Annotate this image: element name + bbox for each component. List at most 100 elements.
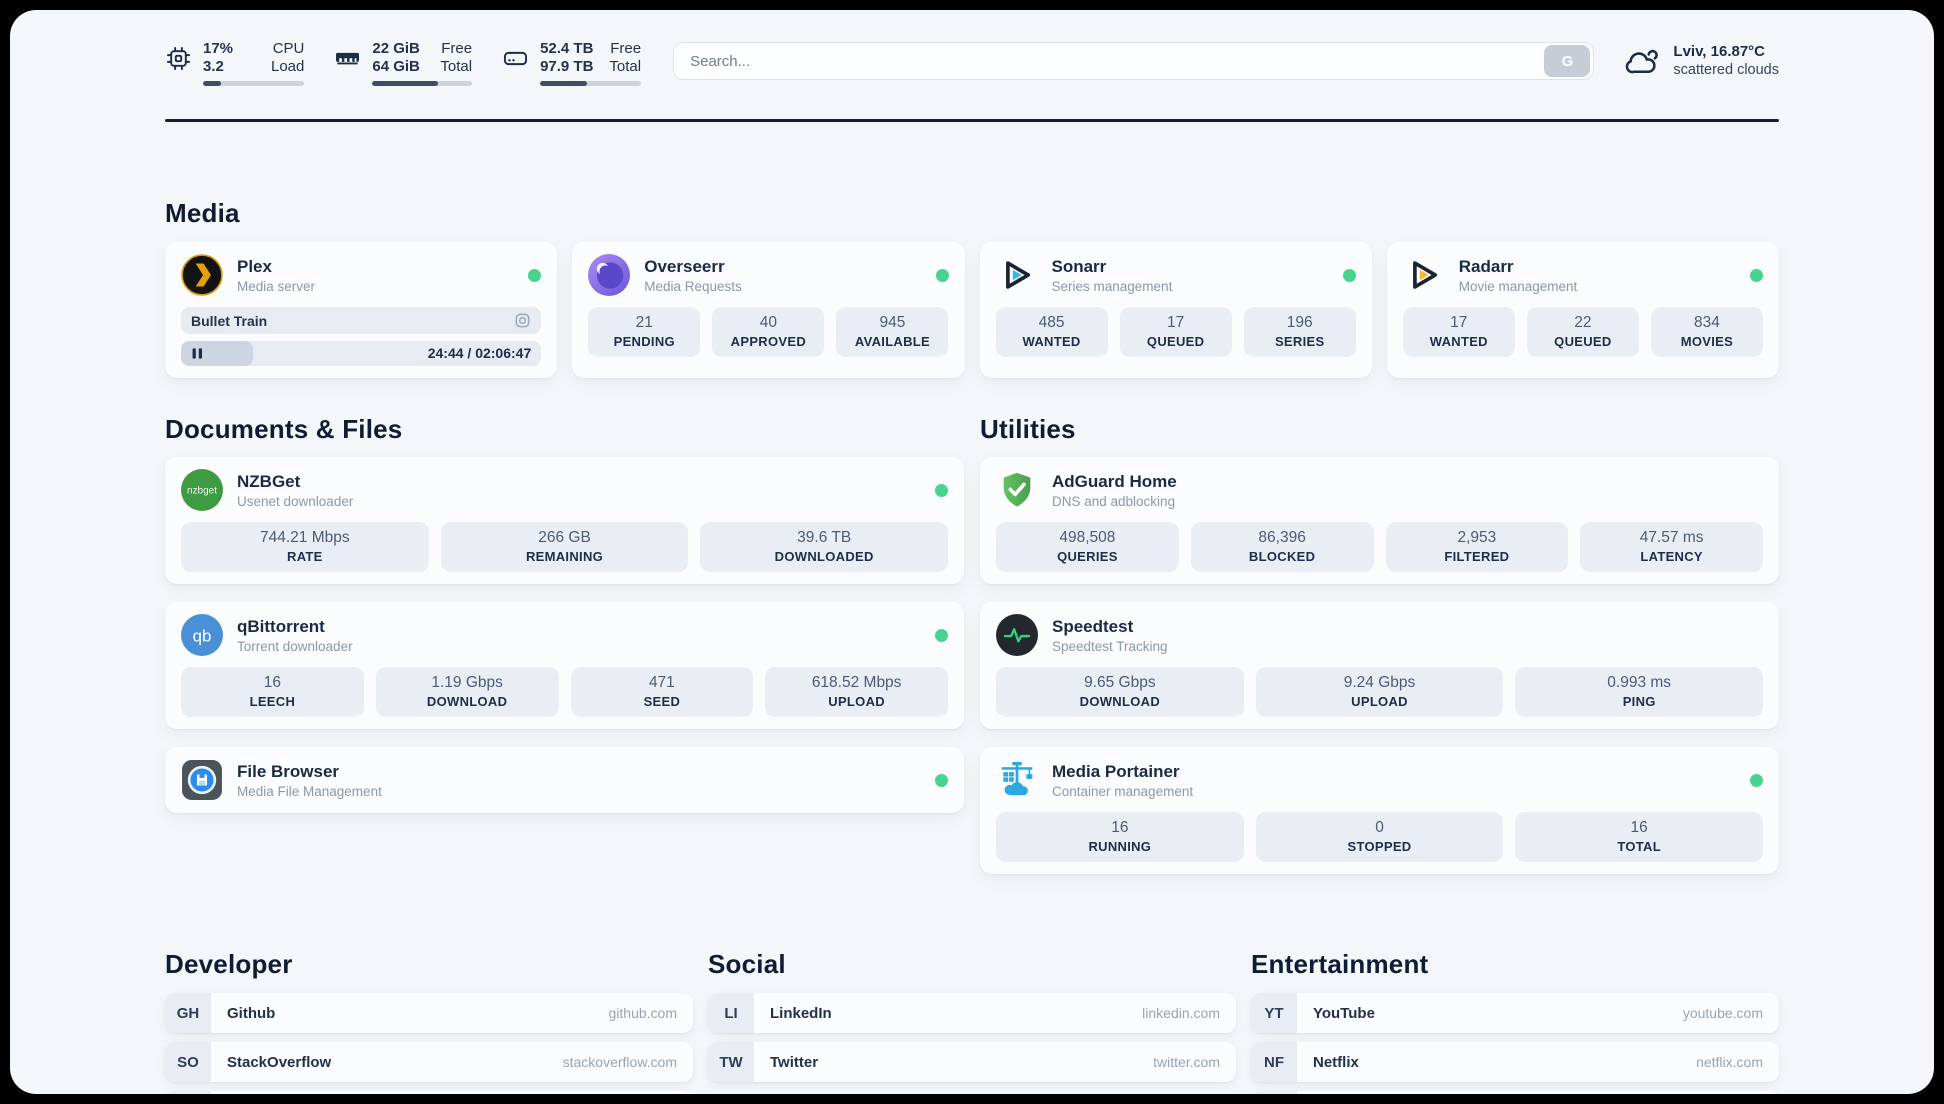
bookmark-twitter[interactable]: TW Twitter twitter.com xyxy=(708,1042,1236,1082)
disk-free-label: Free xyxy=(610,40,642,57)
bookmark-abbr: TW xyxy=(708,1042,754,1082)
service-name: Overseerr xyxy=(644,256,725,276)
service-card-sonarr[interactable]: Sonarr Series management 485 WANTED 17 Q… xyxy=(979,242,1372,378)
search-engine-button[interactable]: G xyxy=(1544,45,1591,77)
stat-box-series: 196 SERIES xyxy=(1243,307,1356,357)
media-type-icon xyxy=(514,312,531,329)
stat-box-approved: 40 APPROVED xyxy=(712,307,825,357)
stat-box-filtered: 2,953 FILTERED xyxy=(1385,522,1569,572)
cpu-load-label: Load xyxy=(271,58,305,75)
adguard-icon xyxy=(996,469,1038,511)
service-name: Speedtest xyxy=(1052,616,1134,636)
stat-box-movies: 834 MOVIES xyxy=(1650,307,1763,357)
disk-total-label: Total xyxy=(609,58,642,75)
filebrowser-icon xyxy=(181,759,223,801)
playback-time: 24:44 / 02:06:47 xyxy=(427,345,532,361)
bookmark-stackoverflow[interactable]: SO StackOverflow stackoverflow.com xyxy=(165,1042,693,1082)
cpu-progress-fill xyxy=(203,81,222,86)
service-card-adguard[interactable]: AdGuard Home DNS and adblocking 498,508 … xyxy=(980,457,1779,584)
disk-icon xyxy=(502,45,529,72)
qbittorrent-icon: qb xyxy=(181,614,223,656)
stat-box-queries: 498,508 QUERIES xyxy=(996,522,1179,572)
stat-box-ping: 0.993 ms PING xyxy=(1515,667,1764,717)
service-name: Media Portainer xyxy=(1052,761,1180,781)
cpu-load-value: 3.2 xyxy=(203,58,224,75)
service-card-qbittorrent[interactable]: qb qBittorrent Torrent downloader 16 LEE… xyxy=(165,602,964,729)
service-subtitle: Usenet downloader xyxy=(237,493,354,509)
bookmark-abbr: RE xyxy=(1251,1091,1297,1094)
bookmark-linkedin[interactable]: LI LinkedIn linkedin.com xyxy=(708,993,1236,1033)
disk-free-value: 52.4 TB xyxy=(540,40,594,57)
top-bar: 17% 3.2 CPU Load xyxy=(165,40,1779,86)
cloud-icon xyxy=(1624,42,1662,80)
stat-box-remaining: 266 GB REMAINING xyxy=(440,522,689,572)
bookmark-reddit[interactable]: RE Reddit reddit.com xyxy=(1251,1091,1779,1094)
bookmark-netflix[interactable]: NF Netflix netflix.com xyxy=(1251,1042,1779,1082)
status-dot xyxy=(1342,268,1356,282)
service-name: Sonarr xyxy=(1051,256,1107,276)
cpu-icon xyxy=(165,45,192,72)
pause-icon[interactable] xyxy=(190,346,205,361)
disk-progress-track xyxy=(540,81,642,86)
sonarr-icon xyxy=(996,254,1038,296)
stat-box-leech: 16 LEECH xyxy=(181,667,364,717)
cpu-label: CPU xyxy=(272,40,305,57)
bookmark-youtube[interactable]: YT YouTube youtube.com xyxy=(1251,993,1779,1033)
service-subtitle: Series management xyxy=(1051,278,1173,294)
stat-box-total: 16 TOTAL xyxy=(1515,812,1764,862)
service-card-plex[interactable]: Plex Media server Bullet Train xyxy=(165,242,558,378)
bookmark-abbr: YT xyxy=(1251,993,1297,1033)
service-card-portainer[interactable]: Media Portainer Container management 16 … xyxy=(980,747,1779,874)
service-card-filebrowser[interactable]: File Browser Media File Management xyxy=(165,747,964,813)
section-heading-developer: Developer xyxy=(165,949,293,979)
stat-box-queued: 22 QUEUED xyxy=(1526,307,1639,357)
bookmark-abbr: GH xyxy=(165,993,211,1033)
service-card-radarr[interactable]: Radarr Movie management 17 WANTED 22 QUE… xyxy=(1386,242,1779,378)
memory-icon xyxy=(334,45,361,72)
service-subtitle: Media Requests xyxy=(644,278,742,294)
stat-box-running: 16 RUNNING xyxy=(996,812,1244,862)
bookmark-abbr: NF xyxy=(1251,1042,1297,1082)
stat-box-available: 945 AVAILABLE xyxy=(836,307,949,357)
now-playing-row: Bullet Train xyxy=(181,307,542,334)
memory-total-label: Total xyxy=(440,58,473,75)
bookmark-github[interactable]: GH Github github.com xyxy=(165,993,693,1033)
status-dot xyxy=(1750,268,1763,282)
stat-box-rate: 744.21 Mbps RATE xyxy=(181,522,429,572)
bookmark-group-entertainment: Entertainment YT YouTube youtube.com NF … xyxy=(1251,949,1779,1094)
service-name: qBittorrent xyxy=(237,616,325,636)
memory-free-label: Free xyxy=(441,40,473,57)
weather-widget: Lviv, 16.87°C scattered clouds xyxy=(1624,42,1779,80)
service-name: NZBGet xyxy=(237,471,301,491)
stat-box-wanted: 17 WANTED xyxy=(1402,307,1515,357)
stat-box-stopped: 0 STOPPED xyxy=(1255,812,1504,862)
service-subtitle: Torrent downloader xyxy=(237,638,353,654)
nzbget-icon: nzbget xyxy=(181,469,223,511)
bookmark-abbr: DT xyxy=(165,1091,211,1094)
stat-box-blocked: 86,396 BLOCKED xyxy=(1190,522,1374,572)
bookmark-dev[interactable]: DT DEV dev.to xyxy=(165,1091,693,1094)
service-card-speedtest[interactable]: Speedtest Speedtest Tracking 9.65 Gbps D… xyxy=(980,602,1779,729)
service-card-nzbget[interactable]: nzbget NZBGet Usenet downloader 744.21 M… xyxy=(165,457,964,584)
svg-text:nzbget: nzbget xyxy=(187,486,217,497)
speedtest-icon xyxy=(996,614,1038,656)
weather-condition: scattered clouds xyxy=(1673,62,1779,78)
cpu-usage-value: 17% xyxy=(203,40,234,57)
service-card-overseerr[interactable]: Overseerr Media Requests 21 PENDING 40 A… xyxy=(572,242,965,378)
search-input[interactable] xyxy=(674,52,1545,70)
stat-box-upload: 618.52 Mbps UPLOAD xyxy=(765,667,948,717)
service-subtitle: Media File Management xyxy=(237,783,382,799)
search-bar[interactable]: G xyxy=(673,42,1595,80)
service-subtitle: Speedtest Tracking xyxy=(1052,638,1168,654)
stat-box-latency: 47.57 ms LATENCY xyxy=(1580,522,1763,572)
status-dot xyxy=(935,483,948,497)
system-stats: 17% 3.2 CPU Load xyxy=(165,40,642,86)
stat-box-queued: 17 QUEUED xyxy=(1119,307,1232,357)
memory-progress-track xyxy=(372,81,473,86)
stat-box-downloaded: 39.6 TB DOWNLOADED xyxy=(700,522,949,572)
plex-icon xyxy=(181,254,223,296)
stat-box-wanted: 485 WANTED xyxy=(995,307,1108,357)
service-name: Plex xyxy=(237,256,272,276)
stat-box-pending: 21 PENDING xyxy=(588,307,701,357)
topbar-divider xyxy=(165,119,1779,122)
